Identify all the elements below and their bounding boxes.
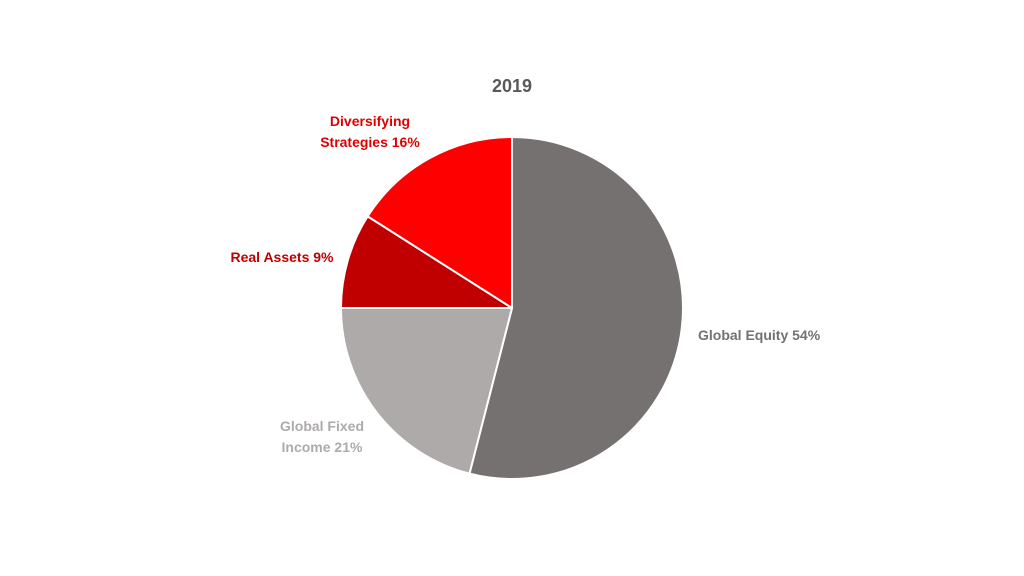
slice-label-line: Income 21% <box>282 439 363 455</box>
slice-label-line: Global Equity 54% <box>698 327 821 343</box>
slice-labels: Global Equity 54% Global Fixed Income 21% R… <box>231 113 821 455</box>
pie-slice <box>468 136 684 480</box>
pie-slices <box>340 136 684 480</box>
slice-label-line: Strategies 16% <box>320 134 420 150</box>
slice-label-line: Global Fixed <box>280 418 364 434</box>
pie-slice <box>366 136 513 309</box>
pie-slice <box>340 307 513 475</box>
slice-label: Global Equity 54% <box>698 327 821 343</box>
slice-label: Global Fixed Income 21% <box>280 418 364 455</box>
chart-title: 2019 <box>492 76 532 96</box>
pie-slice <box>340 215 513 309</box>
slice-label: Diversifying Strategies 16% <box>320 113 420 150</box>
slice-label-line: Diversifying <box>330 113 410 129</box>
slice-label-line: Real Assets 9% <box>231 249 335 265</box>
slice-label: Real Assets 9% <box>231 249 335 265</box>
